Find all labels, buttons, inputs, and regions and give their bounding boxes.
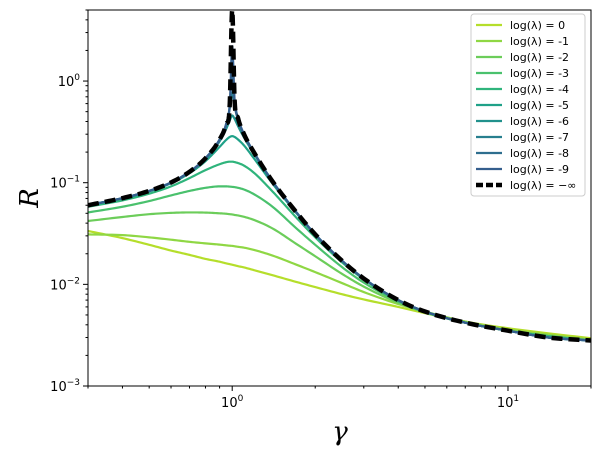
y-axis-label: R [15,188,45,209]
legend-label: log(λ) = -4 [510,83,569,96]
legend-label: log(λ) = -8 [510,147,569,160]
legend-frame [470,13,586,197]
y-tick-label: 100 [58,73,81,90]
legend: log(λ) = 0 log(λ) = -1 log(λ) = -2 log(λ) =… [470,13,586,197]
legend-label: log(λ) = -3 [510,67,569,80]
legend-label: log(λ) = -6 [510,115,569,128]
y-tick-label: 10−2 [50,276,80,293]
series-line-10 [88,10,591,343]
series-line-2 [88,211,591,342]
legend-label: log(λ) = 0 [510,19,565,32]
legend-label: log(λ) = -7 [510,131,569,144]
x-axis-label: γ [332,417,348,447]
legend-label: log(λ) = -5 [510,99,569,112]
x-tick-label: 100 [221,394,244,411]
legend-label: log(λ) = -1 [510,35,569,48]
legend-label: log(λ) = -2 [510,51,569,64]
series-line-3 [88,185,591,342]
y-tick-label: 10−3 [50,378,80,395]
series-line-0 [88,229,591,340]
legend-label: log(λ) = -9 [510,163,569,176]
y-tick-label: 10−1 [50,175,80,192]
series-line-1 [88,233,591,341]
legend-label: log(λ) = −∞ [510,179,576,192]
x-tick-label: 101 [497,394,519,411]
